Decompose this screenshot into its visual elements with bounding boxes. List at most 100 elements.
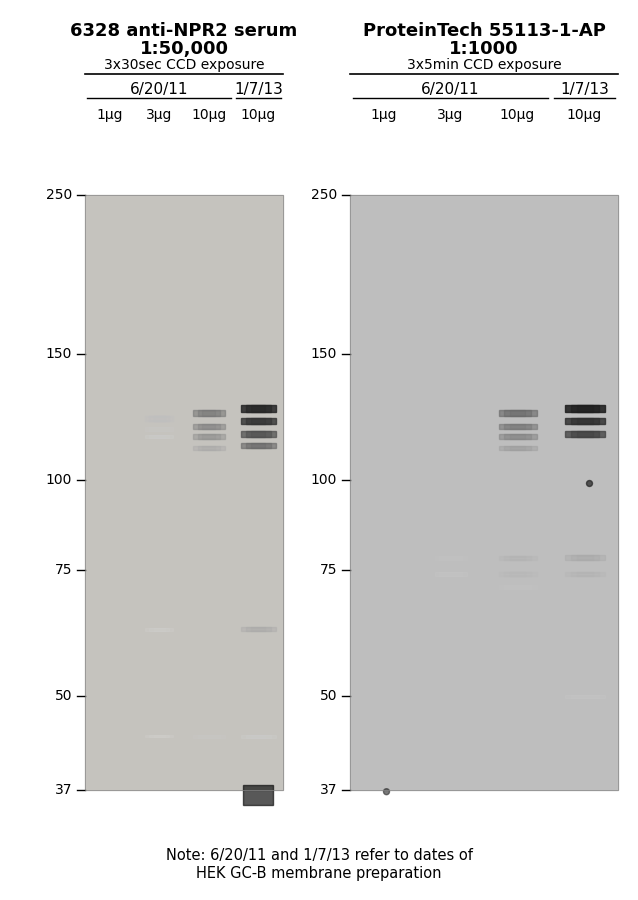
Text: 250: 250 bbox=[311, 188, 337, 202]
Bar bbox=[440, 555, 462, 560]
Bar bbox=[251, 443, 265, 447]
Bar bbox=[251, 431, 265, 437]
Bar bbox=[198, 410, 220, 417]
Bar bbox=[577, 695, 593, 698]
Text: 3x30sec CCD exposure: 3x30sec CCD exposure bbox=[104, 58, 264, 72]
Text: 75: 75 bbox=[54, 563, 72, 577]
Bar bbox=[510, 424, 525, 428]
Bar bbox=[565, 405, 604, 412]
Bar bbox=[510, 446, 525, 450]
Bar bbox=[145, 735, 174, 737]
Bar bbox=[570, 572, 598, 576]
Bar bbox=[202, 734, 215, 737]
Bar bbox=[504, 446, 531, 450]
Bar bbox=[246, 627, 271, 631]
Bar bbox=[350, 195, 618, 790]
Text: 3μg: 3μg bbox=[146, 108, 172, 122]
Text: 37: 37 bbox=[54, 783, 72, 797]
Bar bbox=[154, 416, 165, 421]
Bar bbox=[504, 585, 531, 589]
Bar bbox=[241, 734, 276, 737]
Bar bbox=[434, 555, 466, 560]
Bar bbox=[251, 418, 265, 424]
Bar bbox=[504, 555, 531, 560]
Bar bbox=[85, 195, 283, 790]
Bar bbox=[577, 431, 593, 437]
Bar bbox=[145, 627, 174, 631]
Bar bbox=[193, 435, 225, 439]
Bar bbox=[154, 427, 165, 431]
Bar bbox=[193, 410, 225, 417]
Bar bbox=[570, 418, 598, 424]
Text: 250: 250 bbox=[46, 188, 72, 202]
Text: 100: 100 bbox=[311, 473, 337, 488]
Bar bbox=[510, 572, 525, 576]
Bar bbox=[246, 734, 271, 737]
Bar bbox=[570, 695, 598, 698]
Text: 10μg: 10μg bbox=[500, 108, 535, 122]
Text: 6328 anti-NPR2 serum: 6328 anti-NPR2 serum bbox=[70, 22, 297, 40]
Text: 1:1000: 1:1000 bbox=[449, 40, 519, 58]
Bar bbox=[145, 416, 174, 421]
Text: 1μg: 1μg bbox=[370, 108, 397, 122]
Bar bbox=[577, 572, 593, 576]
Bar bbox=[193, 734, 225, 737]
Bar bbox=[154, 627, 165, 631]
Bar bbox=[565, 572, 604, 576]
Bar bbox=[202, 410, 215, 417]
Bar bbox=[498, 555, 537, 560]
Text: 3x5min CCD exposure: 3x5min CCD exposure bbox=[406, 58, 561, 72]
Bar bbox=[243, 785, 273, 805]
Text: 37: 37 bbox=[320, 783, 337, 797]
Text: HEK GC-B membrane preparation: HEK GC-B membrane preparation bbox=[197, 866, 441, 881]
Bar bbox=[198, 734, 220, 737]
Text: 1μg: 1μg bbox=[96, 108, 123, 122]
Bar bbox=[198, 435, 220, 439]
Bar bbox=[565, 555, 604, 560]
Bar bbox=[498, 446, 537, 450]
Bar bbox=[498, 410, 537, 417]
Bar bbox=[85, 195, 283, 790]
Bar bbox=[246, 431, 271, 437]
Text: 50: 50 bbox=[54, 689, 72, 703]
Bar bbox=[570, 405, 598, 412]
Bar bbox=[241, 431, 276, 437]
Bar bbox=[154, 436, 165, 438]
Bar bbox=[510, 585, 525, 589]
Bar bbox=[350, 195, 618, 790]
Bar bbox=[504, 410, 531, 417]
Bar bbox=[241, 443, 276, 447]
Bar bbox=[504, 572, 531, 576]
Bar bbox=[149, 436, 169, 438]
Bar bbox=[510, 435, 525, 439]
Text: 3μg: 3μg bbox=[437, 108, 464, 122]
Bar bbox=[577, 555, 593, 560]
Bar bbox=[145, 436, 174, 438]
Text: Note: 6/20/11 and 1/7/13 refer to dates of: Note: 6/20/11 and 1/7/13 refer to dates … bbox=[166, 848, 472, 863]
Bar bbox=[565, 431, 604, 437]
Bar bbox=[149, 627, 169, 631]
Bar bbox=[444, 572, 457, 576]
Bar bbox=[154, 735, 165, 737]
Bar bbox=[510, 555, 525, 560]
Text: 150: 150 bbox=[311, 347, 337, 361]
Text: 6/20/11: 6/20/11 bbox=[421, 82, 480, 97]
Text: 10μg: 10μg bbox=[241, 108, 276, 122]
Text: 100: 100 bbox=[46, 473, 72, 488]
Bar bbox=[251, 405, 265, 412]
Text: 1:50,000: 1:50,000 bbox=[140, 40, 228, 58]
Bar bbox=[570, 431, 598, 437]
Bar bbox=[251, 627, 265, 631]
Bar bbox=[565, 695, 604, 698]
Bar bbox=[440, 572, 462, 576]
Bar bbox=[202, 446, 215, 450]
Bar bbox=[145, 427, 174, 431]
Text: 6/20/11: 6/20/11 bbox=[130, 82, 188, 97]
Bar bbox=[444, 555, 457, 560]
Bar bbox=[198, 424, 220, 428]
Bar bbox=[241, 627, 276, 631]
Bar bbox=[570, 555, 598, 560]
Bar bbox=[504, 424, 531, 428]
Bar bbox=[202, 435, 215, 439]
Bar bbox=[498, 572, 537, 576]
